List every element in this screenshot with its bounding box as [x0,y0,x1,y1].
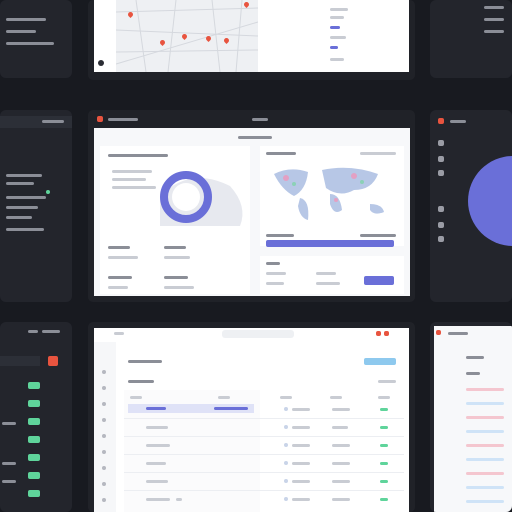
pie-chart [468,156,512,246]
toggle-button[interactable] [28,472,40,479]
tile-middle-right [430,110,512,302]
stats-card [100,146,250,294]
tile-top-right [430,0,512,78]
nav-icon[interactable] [102,418,106,422]
toggle-button[interactable] [28,400,40,407]
window-dashboard [88,110,415,302]
world-map-card [260,146,404,247]
app-logo-icon[interactable] [384,331,389,336]
nav-icon[interactable] [102,466,106,470]
status-dot-icon [46,190,50,194]
tile-top-left [0,0,72,78]
app-logo-icon[interactable] [48,356,58,366]
nav-icon[interactable] [102,482,106,486]
nav-icon[interactable] [102,402,106,406]
toggle-button[interactable] [28,490,40,497]
window-map [88,0,415,80]
menu-icon[interactable] [438,140,444,146]
menu-icon[interactable] [438,222,444,228]
menu-icon[interactable] [438,170,444,176]
map-panel[interactable] [116,0,258,72]
close-icon[interactable] [376,331,381,336]
tile-bottom-right [430,322,512,512]
app-logo-icon[interactable] [436,330,441,335]
app-logo-icon[interactable] [98,60,104,66]
nav-icon[interactable] [102,386,106,390]
submit-button[interactable] [364,276,394,285]
data-table [124,390,404,512]
address-bar[interactable] [222,330,294,338]
toggle-button[interactable] [28,382,40,389]
add-button[interactable] [364,358,396,365]
nav-icon[interactable] [102,450,106,454]
world-map[interactable] [260,160,404,230]
summary-card [260,256,404,294]
primary-action-bar[interactable] [266,240,394,247]
app-logo-icon[interactable] [97,116,103,122]
nav-icon[interactable] [102,370,106,374]
window-table [88,322,415,512]
tile-bottom-left [0,322,72,512]
toggle-button[interactable] [28,454,40,461]
table-row-selected[interactable] [128,404,254,413]
menu-icon[interactable] [438,236,444,242]
toggle-button[interactable] [28,436,40,443]
nav-icon[interactable] [102,434,106,438]
toggle-button[interactable] [28,418,40,425]
sidebar [94,342,116,512]
app-logo-icon[interactable] [438,118,444,124]
donut-chart[interactable] [100,156,250,236]
menu-icon[interactable] [438,206,444,212]
tile-middle-left [0,110,72,302]
nav-icon[interactable] [102,498,106,502]
map-roads [116,0,258,72]
menu-icon[interactable] [438,156,444,162]
